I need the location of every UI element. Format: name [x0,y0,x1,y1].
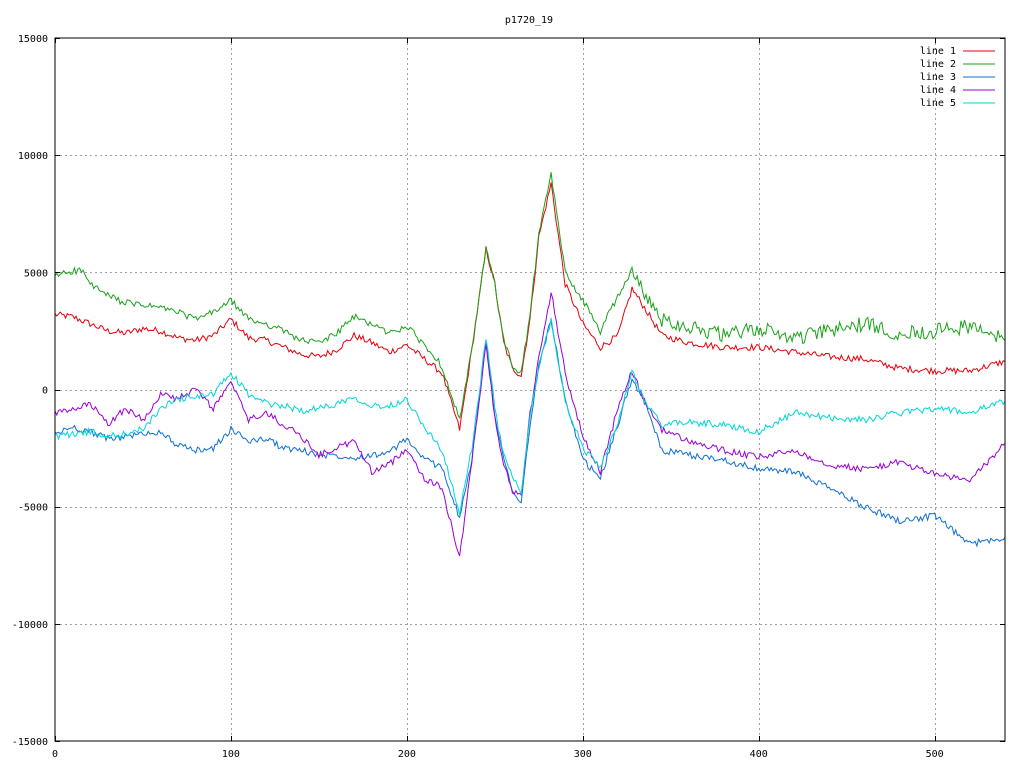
legend: line 1 line 2 line 3 line 4 line 5 [920,46,995,109]
series-line-5 [54,317,1006,516]
y-tick-label: 15000 [18,34,48,45]
y-tick-label: 5000 [24,268,48,279]
y-tick-label: 0 [42,386,48,397]
plot-frame [54,37,1006,742]
legend-label: line 1 [920,46,956,57]
series-line-3 [54,321,1006,548]
legend-label: line 4 [920,85,956,96]
y-tick-label: -15000 [12,737,48,748]
y-tick-label: -10000 [12,620,48,631]
x-tick-label: 0 [52,749,58,760]
legend-label: line 5 [920,98,956,109]
x-tick-label: 300 [574,749,592,760]
x-tick-label: 200 [398,749,416,760]
y-axis-ticks: -15000 -10000 -5000 0 5000 10000 15000 [12,34,1005,748]
x-tick-label: 100 [222,749,240,760]
x-axis-ticks: 0 100 200 300 400 500 [52,38,944,760]
legend-label: line 3 [920,72,956,83]
x-tick-label: 400 [750,749,768,760]
series-line-2 [54,172,1006,420]
legend-label: line 2 [920,59,956,70]
series-line-4 [54,292,1006,557]
chart-title: p1720_19 [505,15,553,26]
x-tick-label: 500 [926,749,944,760]
grid-lines [55,38,1005,741]
y-tick-label: 10000 [18,151,48,162]
y-tick-label: -5000 [18,503,48,514]
series-line-1 [54,182,1006,431]
series-lines [54,172,1006,557]
